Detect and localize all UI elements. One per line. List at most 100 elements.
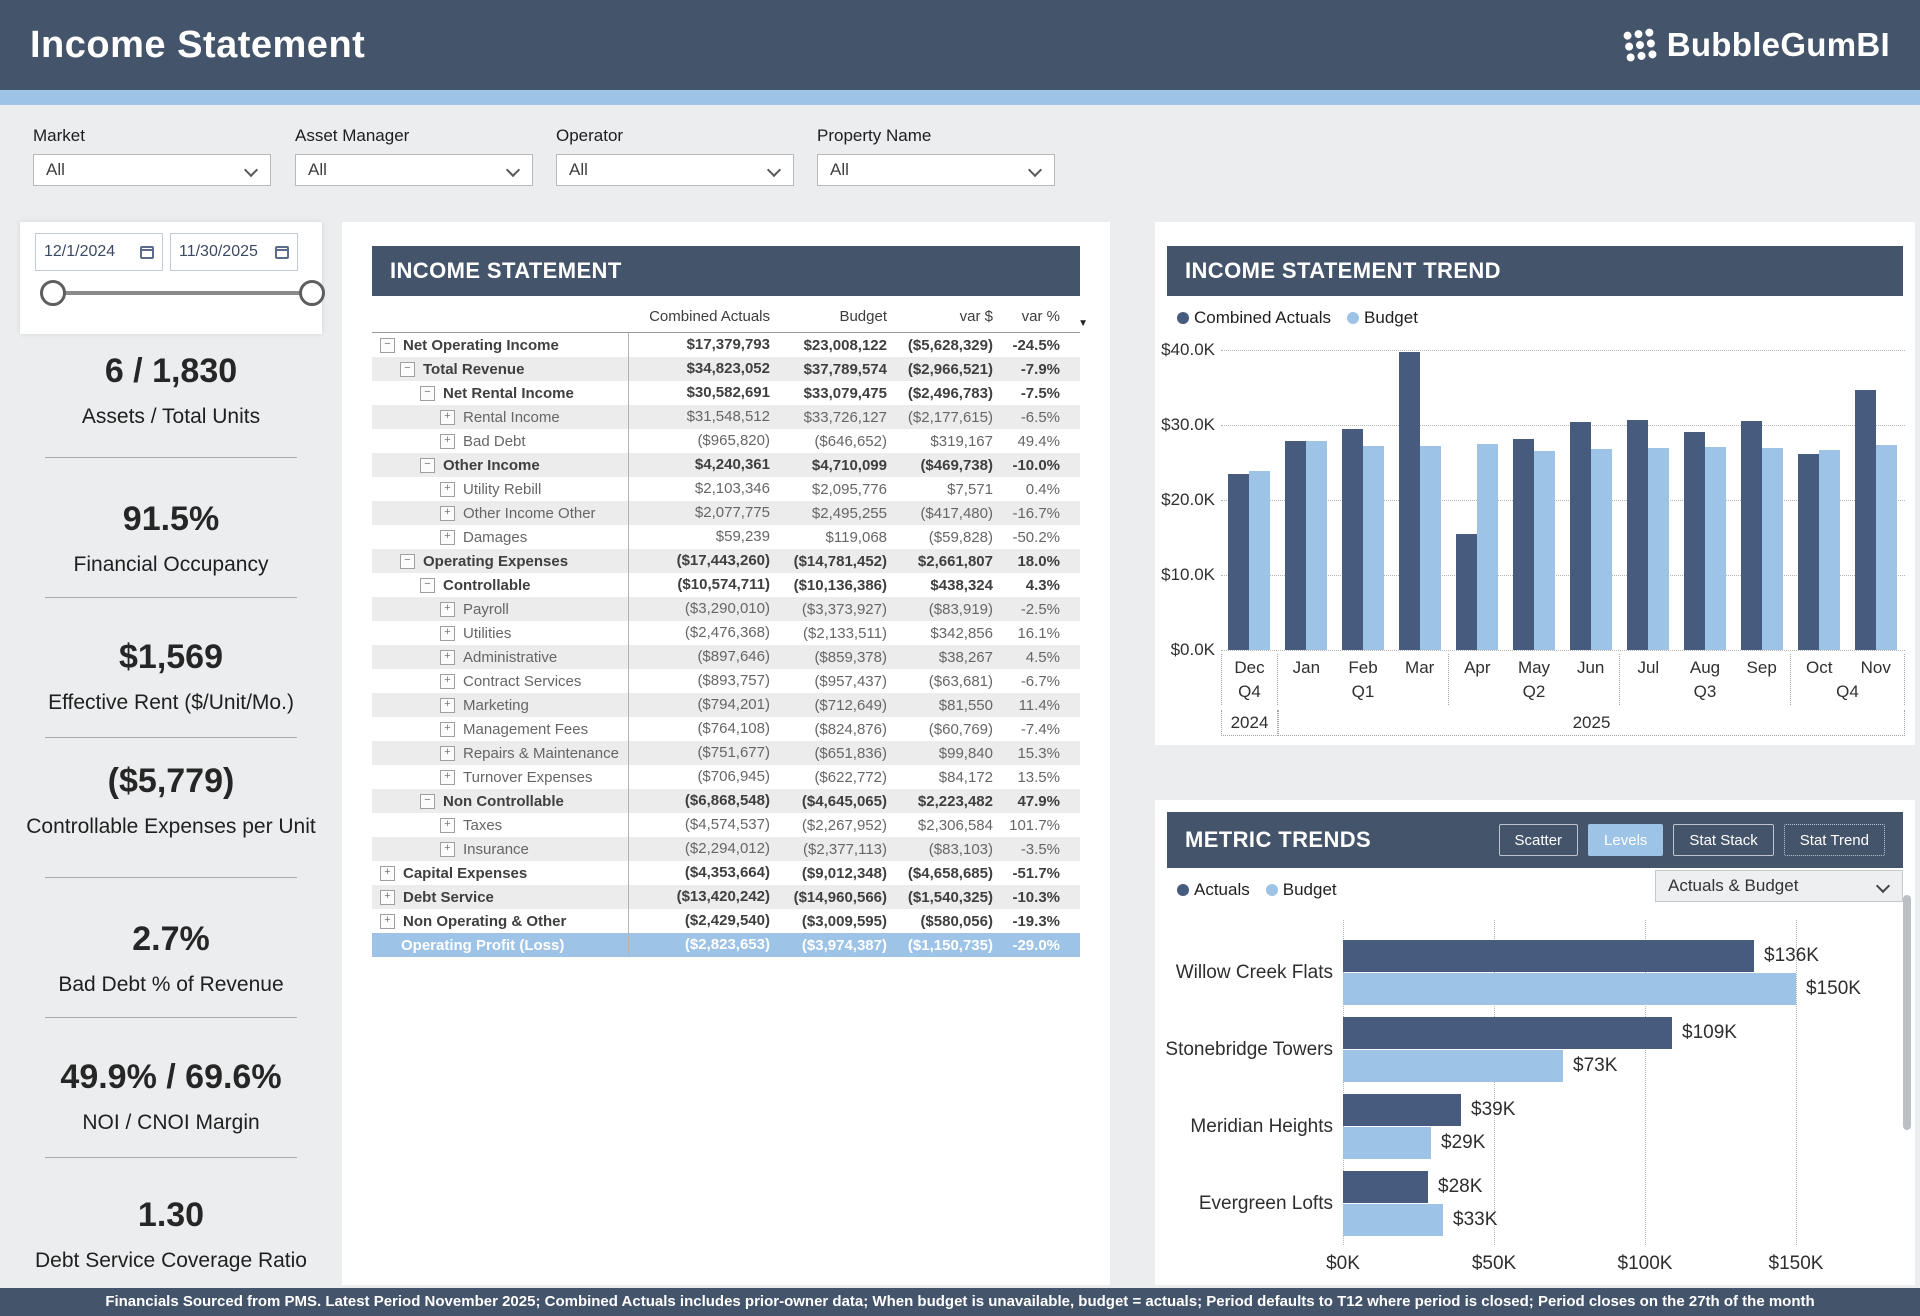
table-row-other-income[interactable]: − Other Income $4,240,361 $4,710,099 ($469,7… [372,453,1080,477]
expand-icon[interactable]: + [440,697,455,713]
table-row-net-rental-income[interactable]: − Net Rental Income $30,582,691 $33,079,475… [372,381,1080,405]
metric-bar-actuals-stonebridge-towers[interactable] [1343,1017,1672,1049]
button-scatter[interactable]: Scatter [1498,824,1579,856]
expand-icon[interactable]: + [380,889,395,905]
table-row-turnover-expenses[interactable]: + Turnover Expenses ($706,945) ($622,772) $8… [372,765,1080,789]
expand-icon[interactable]: + [440,721,455,737]
metric-series-dropdown[interactable]: Actuals & Budget [1655,870,1903,902]
filter-dropdown-market[interactable]: All [33,154,271,186]
filter-dropdown-property-name[interactable]: All [817,154,1055,186]
expand-icon[interactable]: + [440,673,455,689]
metric-bar-actuals-meridian-heights[interactable] [1343,1094,1461,1126]
trend-bar-combined-actuals-mar[interactable] [1399,352,1420,650]
expand-icon[interactable]: + [440,433,455,449]
table-row-capital-expenses[interactable]: + Capital Expenses ($4,353,664) ($9,012,348… [372,861,1080,885]
trend-bar-budget-sep[interactable] [1762,448,1783,650]
button-stat-stack[interactable]: Stat Stack [1673,824,1774,856]
collapse-icon[interactable]: − [420,385,435,401]
column-header-var[interactable]: var % [1021,307,1060,325]
trend-bar-budget-jan[interactable] [1306,441,1327,650]
expand-icon[interactable]: + [440,409,455,425]
date-slider-track[interactable] [53,291,312,295]
calendar-icon[interactable] [275,245,289,259]
trend-bar-budget-apr[interactable] [1477,444,1498,650]
trend-bar-budget-jul[interactable] [1648,448,1669,650]
table-row-utilities[interactable]: + Utilities ($2,476,368) ($2,133,511) $342,8… [372,621,1080,645]
date-slider-handle-start[interactable] [40,280,66,306]
expand-icon[interactable]: + [440,769,455,785]
trend-bar-combined-actuals-nov[interactable] [1855,390,1876,650]
table-row-repairs-maintenance[interactable]: + Repairs & Maintenance ($751,677) ($651,83… [372,741,1080,765]
table-row-administrative[interactable]: + Administrative ($897,646) ($859,378) $38,2… [372,645,1080,669]
expand-icon[interactable]: + [440,649,455,665]
table-row-operating-expenses[interactable]: − Operating Expenses ($17,443,260) ($14,781… [372,549,1080,573]
calendar-icon[interactable] [140,245,154,259]
metric-bar-budget-meridian-heights[interactable] [1343,1127,1431,1159]
metric-bar-budget-evergreen-lofts[interactable] [1343,1204,1443,1236]
trend-bar-budget-may[interactable] [1534,451,1555,650]
trend-bar-budget-feb[interactable] [1363,446,1384,650]
table-row-insurance[interactable]: + Insurance ($2,294,012) ($2,377,113) ($83,1… [372,837,1080,861]
trend-bar-budget-jun[interactable] [1591,449,1612,650]
table-row-management-fees[interactable]: + Management Fees ($764,108) ($824,876) ($60… [372,717,1080,741]
trend-bar-combined-actuals-aug[interactable] [1684,432,1705,650]
button-stat-trend[interactable]: Stat Trend [1783,824,1885,856]
expand-icon[interactable]: + [380,913,395,929]
trend-bar-combined-actuals-apr[interactable] [1456,534,1477,650]
table-row-payroll[interactable]: + Payroll ($3,290,010) ($3,373,927) ($83,919… [372,597,1080,621]
column-header-budget[interactable]: Budget [839,307,887,325]
expand-icon[interactable]: + [440,841,455,857]
table-row-debt-service[interactable]: + Debt Service ($13,420,242) ($14,960,566) (… [372,885,1080,909]
trend-bar-combined-actuals-may[interactable] [1513,439,1534,650]
table-row-non-operating-other[interactable]: + Non Operating & Other ($2,429,540) ($3,00… [372,909,1080,933]
start-date-input[interactable]: 12/1/2024 [35,233,163,271]
collapse-icon[interactable]: − [400,361,415,377]
collapse-icon[interactable]: − [420,577,435,593]
expand-icon[interactable]: + [440,529,455,545]
trend-bar-combined-actuals-sep[interactable] [1741,421,1762,650]
table-row-damages[interactable]: + Damages $59,239 $119,068 ($59,828) -50.2% [372,525,1080,549]
table-row-operating-profit-loss[interactable]: Operating Profit (Loss) ($2,823,653) ($3,9… [372,933,1080,957]
metric-bar-actuals-willow-creek-flats[interactable] [1343,940,1754,972]
collapse-icon[interactable]: − [420,457,435,473]
trend-bar-combined-actuals-jul[interactable] [1627,420,1648,650]
end-date-input[interactable]: 11/30/2025 [170,233,298,271]
table-row-rental-income[interactable]: + Rental Income $31,548,512 $33,726,127 ($2,… [372,405,1080,429]
trend-bar-budget-nov[interactable] [1876,445,1897,650]
table-row-bad-debt[interactable]: + Bad Debt ($965,820) ($646,652) $319,167 49.… [372,429,1080,453]
metric-chart-scrollbar[interactable] [1903,895,1911,1130]
expand-icon[interactable]: + [440,817,455,833]
trend-bar-budget-aug[interactable] [1705,447,1726,650]
metric-bar-actuals-evergreen-lofts[interactable] [1343,1171,1428,1203]
table-row-other-income-other[interactable]: + Other Income Other $2,077,775 $2,495,255 (… [372,501,1080,525]
collapse-icon[interactable]: − [380,337,395,353]
table-row-non-controllable[interactable]: − Non Controllable ($6,868,548) ($4,645,065… [372,789,1080,813]
collapse-icon[interactable]: − [420,793,435,809]
trend-bar-budget-dec[interactable] [1249,471,1270,650]
filter-dropdown-operator[interactable]: All [556,154,794,186]
expand-icon[interactable]: + [440,745,455,761]
date-slider-handle-end[interactable] [299,280,325,306]
metric-bar-budget-stonebridge-towers[interactable] [1343,1050,1563,1082]
column-header-var[interactable]: var $ [959,307,993,325]
trend-bar-combined-actuals-oct[interactable] [1798,454,1819,650]
table-row-marketing[interactable]: + Marketing ($794,201) ($712,649) $81,550 11.… [372,693,1080,717]
trend-bar-combined-actuals-jan[interactable] [1285,441,1306,650]
expand-icon[interactable]: + [380,865,395,881]
collapse-icon[interactable]: − [400,553,415,569]
table-row-contract-services[interactable]: + Contract Services ($893,757) ($957,437) ($… [372,669,1080,693]
trend-bar-budget-mar[interactable] [1420,446,1441,650]
column-header-combined-actuals[interactable]: Combined Actuals [649,307,770,325]
expand-icon[interactable]: + [440,625,455,641]
table-row-taxes[interactable]: + Taxes ($4,574,537) ($2,267,952) $2,306,584… [372,813,1080,837]
trend-bar-combined-actuals-dec[interactable] [1228,474,1249,650]
metric-bar-budget-willow-creek-flats[interactable] [1343,973,1796,1005]
trend-bar-budget-oct[interactable] [1819,450,1840,650]
table-row-controllable[interactable]: − Controllable ($10,574,711) ($10,136,386) $… [372,573,1080,597]
expand-icon[interactable]: + [440,601,455,617]
expand-icon[interactable]: + [440,505,455,521]
sort-descending-icon[interactable]: ▼ [1078,318,1088,329]
trend-bar-combined-actuals-jun[interactable] [1570,422,1591,650]
table-row-utility-rebill[interactable]: + Utility Rebill $2,103,346 $2,095,776 $7,57… [372,477,1080,501]
trend-bar-combined-actuals-feb[interactable] [1342,429,1363,650]
